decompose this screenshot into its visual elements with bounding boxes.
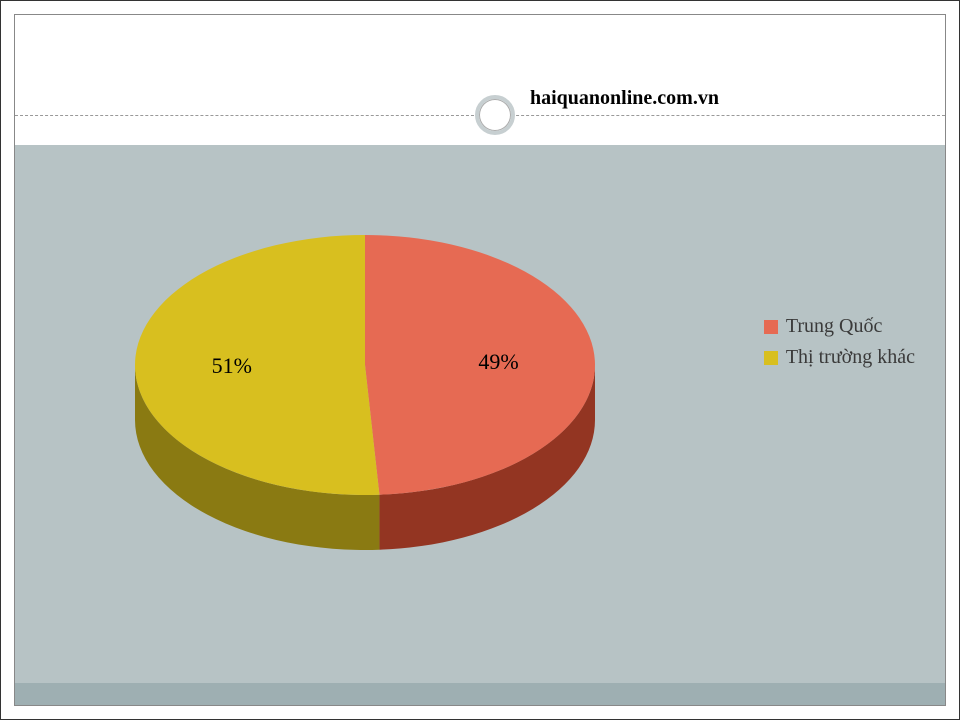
pie-chart <box>105 165 665 595</box>
legend-item-1: Thị trường khác <box>764 346 915 369</box>
legend-item-0: Trung Quốc <box>764 315 915 338</box>
divider-circle-icon <box>475 95 515 135</box>
legend-swatch-0 <box>764 320 778 334</box>
bottom-bar <box>15 683 945 705</box>
chart-area: 49% 51% Trung Quốc Thị trường khác <box>15 145 945 685</box>
legend-label-0: Trung Quốc <box>786 315 883 338</box>
source-label: haiquanonline.com.vn <box>530 87 719 110</box>
legend-swatch-1 <box>764 351 778 365</box>
legend: Trung Quốc Thị trường khác <box>764 315 915 377</box>
header-area: haiquanonline.com.vn <box>15 15 945 145</box>
slice-label-0: 49% <box>478 349 518 375</box>
slice-label-1: 51% <box>212 353 252 379</box>
legend-label-1: Thị trường khác <box>786 346 915 369</box>
chart-frame: haiquanonline.com.vn 49% 51% Trung Quốc … <box>14 14 946 706</box>
